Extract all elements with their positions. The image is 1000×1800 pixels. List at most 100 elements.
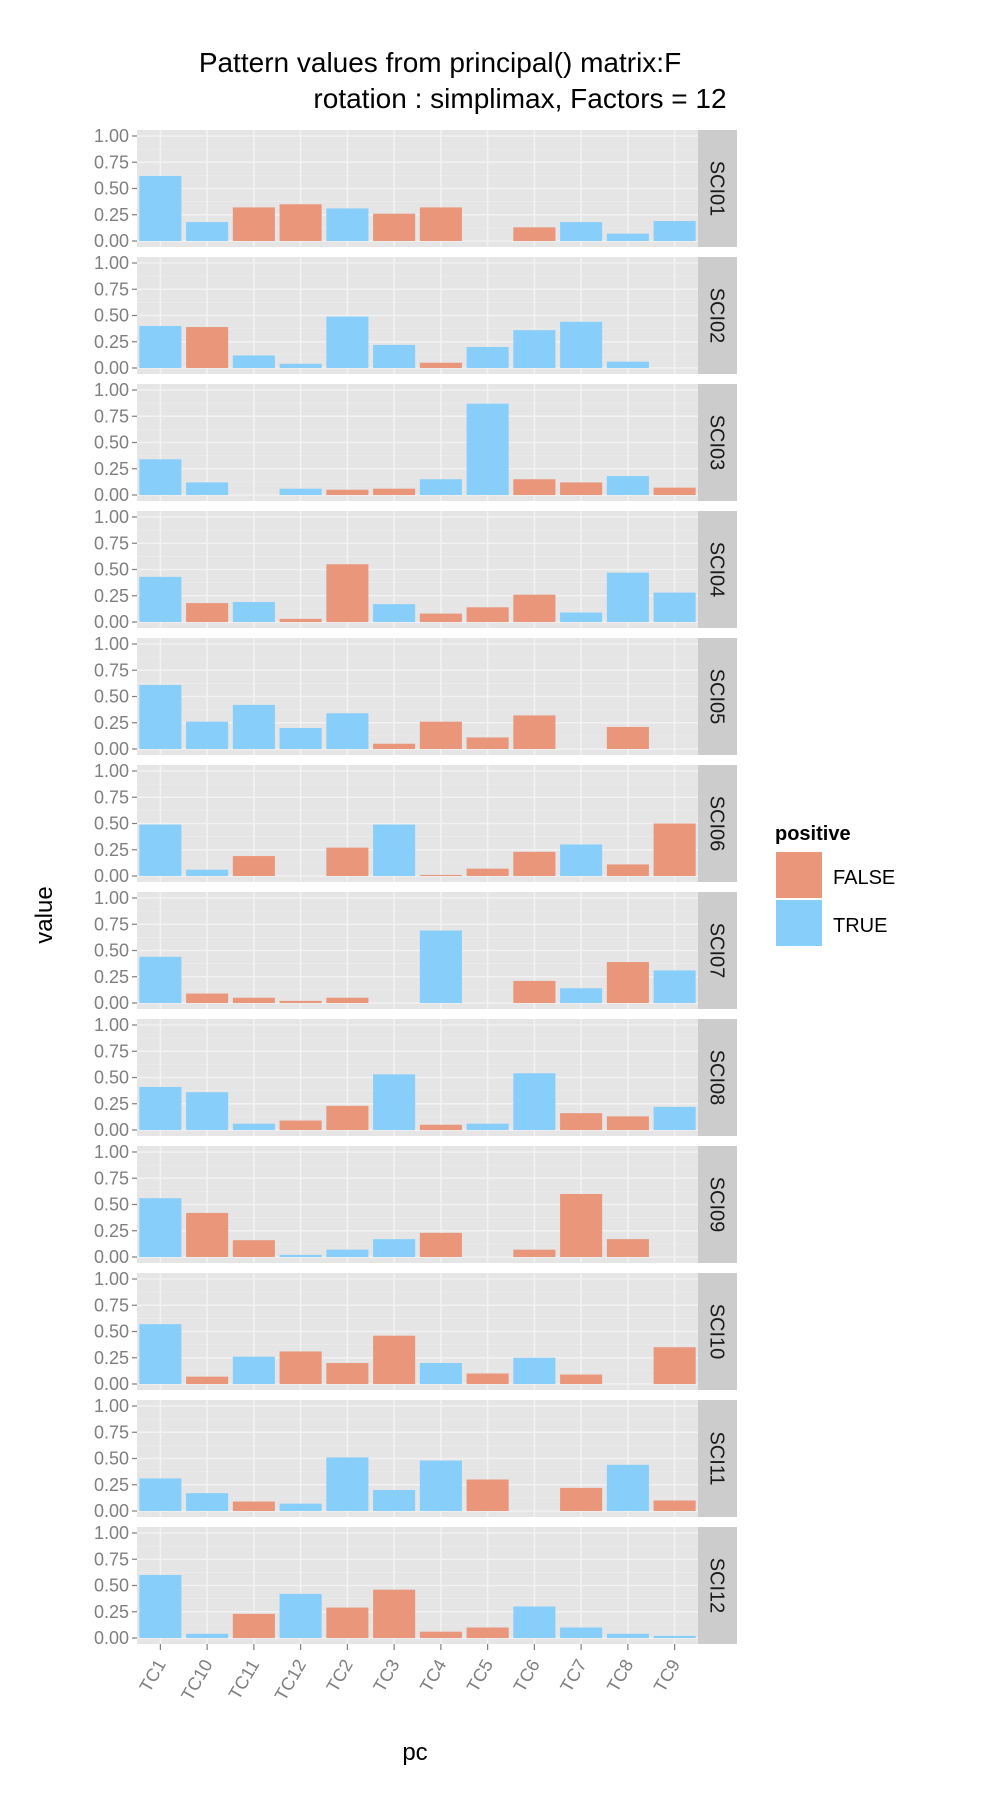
bar-sci02-tc10 <box>186 327 229 368</box>
bar-sci02-tc4 <box>419 362 462 368</box>
y-tick-label: 0.00 <box>94 231 129 251</box>
y-tick-label: 0.75 <box>94 1168 129 1188</box>
facet-panel-sci12: 0.00 0.25 0.50 0.75 1.00 SCI12 <box>94 1523 737 1648</box>
bar-sci06-tc8 <box>606 864 649 876</box>
bar-sci10-tc5 <box>466 1373 509 1384</box>
bar-sci01-tc10 <box>186 222 229 241</box>
x-tick-label: TC4 <box>416 1656 450 1695</box>
bar-sci03-tc9 <box>653 487 696 495</box>
bar-sci09-tc12 <box>279 1254 322 1257</box>
bar-sci09-tc2 <box>326 1249 369 1257</box>
y-tick-label: 0.00 <box>94 993 129 1013</box>
bar-sci10-tc3 <box>373 1335 416 1384</box>
bar-sci11-tc1 <box>139 1478 182 1511</box>
bar-sci05-tc6 <box>513 715 556 749</box>
bar-sci04-tc6 <box>513 594 556 622</box>
bar-sci05-tc3 <box>373 743 416 749</box>
bar-sci03-tc2 <box>326 489 369 495</box>
bar-sci03-tc5 <box>466 403 509 495</box>
y-tick-label: 0.50 <box>94 1195 129 1215</box>
y-tick-label: 0.00 <box>94 1247 129 1267</box>
bar-sci11-tc8 <box>606 1464 649 1511</box>
x-tick-label: TC9 <box>650 1656 684 1695</box>
facet-strip-label: SCI03 <box>706 415 728 471</box>
bar-sci02-tc1 <box>139 326 182 368</box>
bar-sci06-tc2 <box>326 847 369 876</box>
facet-panel-sci11: 0.00 0.25 0.50 0.75 1.00 SCI11 <box>94 1396 737 1521</box>
x-tick-label: TC6 <box>510 1656 544 1695</box>
bar-sci12-tc6 <box>513 1606 556 1638</box>
bar-sci07-tc10 <box>186 993 229 1003</box>
y-tick-label: 1.00 <box>94 253 129 273</box>
bar-sci02-tc8 <box>606 361 649 368</box>
bar-sci12-tc12 <box>279 1593 322 1638</box>
bar-sci10-tc9 <box>653 1347 696 1384</box>
bar-sci08-tc9 <box>653 1106 696 1130</box>
y-tick-label: 0.25 <box>94 967 129 987</box>
bar-sci11-tc10 <box>186 1493 229 1511</box>
bar-sci08-tc1 <box>139 1086 182 1130</box>
bar-sci11-tc2 <box>326 1457 369 1511</box>
bar-sci12-tc9 <box>653 1635 696 1638</box>
bar-sci03-tc6 <box>513 479 556 495</box>
facet-panel-sci06: 0.00 0.25 0.50 0.75 1.00 SCI06 <box>94 761 737 886</box>
bar-sci01-tc9 <box>653 221 696 241</box>
bar-sci06-tc5 <box>466 868 509 876</box>
bar-sci08-tc6 <box>513 1073 556 1130</box>
bar-sci11-tc4 <box>419 1460 462 1511</box>
y-tick-label: 1.00 <box>94 507 129 527</box>
bar-sci04-tc11 <box>232 602 275 622</box>
facet-strip-label: SCI04 <box>706 542 728 598</box>
bar-sci07-tc9 <box>653 970 696 1003</box>
legend: positive FALSE TRUE <box>775 823 895 946</box>
bar-sci12-tc10 <box>186 1633 229 1638</box>
y-tick-label: 0.25 <box>94 1602 129 1622</box>
bar-sci11-tc11 <box>232 1501 275 1511</box>
facet-strip-label: SCI02 <box>706 288 728 344</box>
facet-panel-sci03: 0.00 0.25 0.50 0.75 1.00 SCI03 <box>94 380 737 505</box>
y-tick-label: 1.00 <box>94 1015 129 1035</box>
chart-subtitle: rotation : simplimax, Factors = 12 <box>313 83 726 114</box>
y-tick-label: 0.00 <box>94 1374 129 1394</box>
x-tick-label: TC1 <box>136 1656 170 1695</box>
facet-strip-label: SCI01 <box>706 161 728 217</box>
facet-strip <box>698 257 737 374</box>
x-tick-label: TC12 <box>271 1656 310 1704</box>
y-tick-label: 0.25 <box>94 459 129 479</box>
bar-sci01-tc4 <box>419 207 462 241</box>
facet-strip-label: SCI08 <box>706 1050 728 1106</box>
y-tick-label: 1.00 <box>94 380 129 400</box>
bar-sci01-tc1 <box>139 175 182 241</box>
bar-sci09-tc6 <box>513 1249 556 1257</box>
bar-sci02-tc6 <box>513 330 556 368</box>
bar-sci03-tc12 <box>279 488 322 495</box>
bar-sci01-tc12 <box>279 204 322 241</box>
bar-sci09-tc1 <box>139 1198 182 1257</box>
y-tick-label: 0.50 <box>94 1576 129 1596</box>
bar-sci07-tc11 <box>232 997 275 1003</box>
bar-sci12-tc3 <box>373 1589 416 1638</box>
bar-sci01-tc11 <box>232 207 275 241</box>
y-tick-label: 0.50 <box>94 814 129 834</box>
bar-sci10-tc11 <box>232 1356 275 1384</box>
bar-sci07-tc4 <box>419 930 462 1003</box>
bar-sci03-tc4 <box>419 479 462 495</box>
bar-sci03-tc1 <box>139 459 182 495</box>
bar-sci04-tc1 <box>139 576 182 622</box>
y-tick-label: 0.25 <box>94 332 129 352</box>
bar-sci09-tc7 <box>560 1194 603 1257</box>
y-tick-label: 0.75 <box>94 1295 129 1315</box>
y-tick-label: 0.25 <box>94 1475 129 1495</box>
bar-sci05-tc5 <box>466 737 509 749</box>
bar-sci03-tc8 <box>606 476 649 495</box>
bar-sci06-tc10 <box>186 869 229 876</box>
bar-sci08-tc5 <box>466 1123 509 1130</box>
bar-sci09-tc11 <box>232 1240 275 1257</box>
y-tick-label: 0.75 <box>94 1041 129 1061</box>
bar-sci06-tc9 <box>653 823 696 876</box>
bar-sci04-tc8 <box>606 572 649 622</box>
bar-sci04-tc4 <box>419 613 462 622</box>
y-tick-label: 0.75 <box>94 914 129 934</box>
bar-sci06-tc11 <box>232 856 275 876</box>
y-tick-label: 0.75 <box>94 152 129 172</box>
